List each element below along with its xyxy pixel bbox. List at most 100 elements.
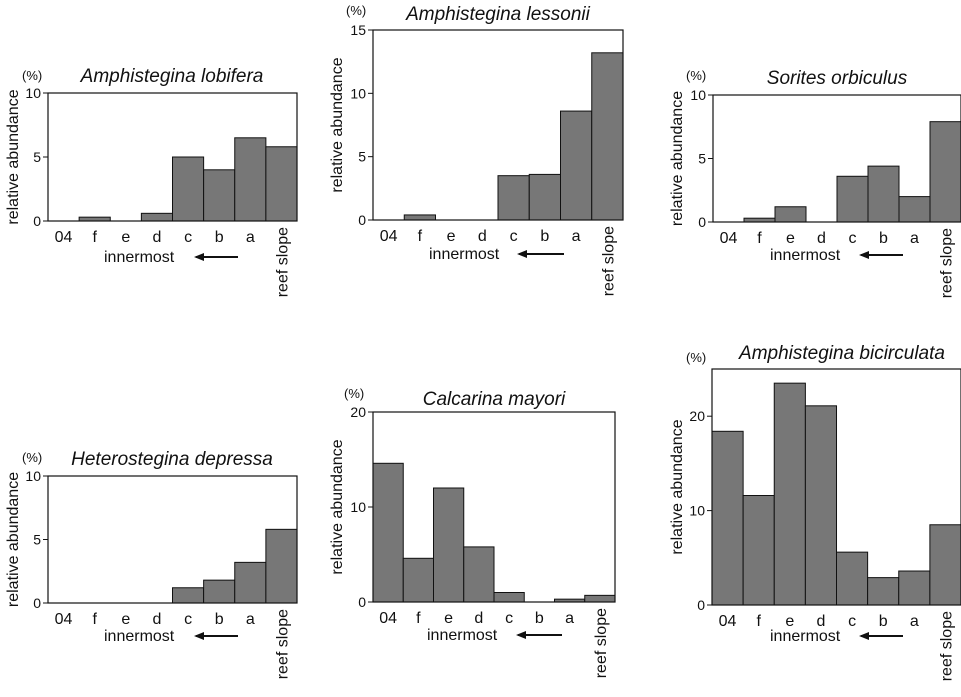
x-category-label: b bbox=[879, 613, 888, 630]
y-tick-label: 10 bbox=[25, 468, 41, 484]
bar-reef-slope bbox=[266, 147, 297, 221]
bar-reef-slope bbox=[266, 529, 297, 603]
x-category-label: reef slope bbox=[593, 608, 610, 678]
chart-panel-2: 0 5 10 15 04 f e d c b a reef slope Amphistegina les… bbox=[329, 3, 623, 296]
chart-title: Amphistegina lessonii bbox=[405, 4, 591, 25]
x-category-label: e bbox=[786, 230, 795, 247]
bar-d bbox=[805, 406, 836, 605]
x-category-label: f bbox=[756, 613, 761, 630]
y-tick-label: 0 bbox=[698, 214, 706, 230]
x-category-label: e bbox=[447, 228, 456, 245]
x-category-label: e bbox=[121, 229, 130, 246]
x-category-label: reef slope bbox=[939, 228, 956, 298]
chart-title: Amphistegina bicirculata bbox=[738, 343, 945, 364]
y-tick-label: 10 bbox=[350, 85, 366, 101]
y-tick-label: 5 bbox=[33, 532, 41, 548]
innermost-label: innermost bbox=[104, 249, 175, 266]
x-category-label: reef slope bbox=[938, 611, 955, 681]
x-category-label: d bbox=[152, 229, 161, 246]
chart-panel-4: 0 5 10 04 f e d c b a reef slope Heterostegina depr… bbox=[5, 449, 297, 679]
bar-a bbox=[235, 138, 266, 221]
x-category-label: c bbox=[510, 228, 518, 245]
chart-panel-6: 0 10 20 04 f e d c b a reef slope Amphistegina bici… bbox=[669, 343, 961, 681]
x-category-label: d bbox=[478, 228, 487, 245]
bar-d bbox=[141, 213, 172, 221]
x-category-label: b bbox=[215, 611, 224, 628]
unit-label: (%) bbox=[686, 350, 706, 365]
bar-e bbox=[774, 383, 805, 605]
y-tick-label: 5 bbox=[358, 149, 366, 165]
y-tick-label: 0 bbox=[358, 212, 366, 228]
x-category-label: b bbox=[879, 230, 888, 247]
x-category-label: reef slope bbox=[600, 226, 617, 296]
innermost-label: innermost bbox=[427, 627, 498, 644]
chart-panel-3: 051004 f e d c b a reef slopeSorites orbiculus(… bbox=[669, 68, 961, 298]
x-category-label: 04 bbox=[55, 611, 73, 628]
bar-reef-slope bbox=[592, 53, 623, 220]
x-category-label: c bbox=[848, 613, 856, 630]
y-tick-label: 20 bbox=[689, 408, 705, 424]
bar-f bbox=[404, 215, 435, 220]
x-category-label: c bbox=[184, 229, 192, 246]
x-category-label: b bbox=[535, 610, 544, 627]
y-axis-label: relative abundance bbox=[329, 57, 346, 192]
x-category-label: d bbox=[474, 610, 483, 627]
bar-b bbox=[204, 580, 235, 603]
unit-label: (%) bbox=[344, 386, 364, 401]
chart-panel-5: 0 10 20 04 f e d c b a reef slope Calcarina mayori (… bbox=[329, 386, 615, 678]
x-category-label: e bbox=[121, 611, 130, 628]
x-category-label: 04 bbox=[719, 613, 737, 630]
y-tick-label: 0 bbox=[358, 594, 366, 610]
bar-c bbox=[173, 588, 204, 603]
y-axis-label: relative abundance bbox=[329, 439, 346, 574]
innermost-label: innermost bbox=[770, 247, 841, 264]
x-category-label: a bbox=[565, 610, 574, 627]
x-category-label: d bbox=[817, 230, 826, 247]
x-category-label: f bbox=[418, 228, 423, 245]
x-category-label: e bbox=[444, 610, 453, 627]
innermost-label: innermost bbox=[770, 628, 841, 645]
unit-label: (%) bbox=[686, 68, 706, 83]
x-category-label: 04 bbox=[55, 229, 73, 246]
y-tick-label: 5 bbox=[698, 151, 706, 167]
y-tick-label: 10 bbox=[690, 87, 706, 103]
y-tick-label: 10 bbox=[350, 499, 366, 515]
y-tick-label: 10 bbox=[689, 503, 705, 519]
bar-reef-slope bbox=[930, 122, 961, 222]
bar-d bbox=[464, 547, 494, 602]
x-category-label: c bbox=[849, 230, 857, 247]
y-axis-label: relative abundance bbox=[669, 419, 686, 554]
bar-c bbox=[498, 176, 529, 220]
unit-label: (%) bbox=[346, 3, 366, 18]
unit-label: (%) bbox=[22, 450, 42, 465]
chart-title: Amphistegina lobifera bbox=[80, 66, 264, 87]
bar-04 bbox=[373, 463, 403, 602]
bar-b bbox=[529, 174, 560, 220]
x-category-label: reef slope bbox=[274, 227, 291, 297]
bar-f bbox=[743, 496, 774, 606]
x-category-label: d bbox=[152, 611, 161, 628]
x-category-label: 04 bbox=[720, 230, 738, 247]
bar-a bbox=[561, 111, 592, 220]
bar-c bbox=[173, 157, 204, 221]
x-category-label: a bbox=[572, 228, 581, 245]
x-category-label: c bbox=[184, 611, 192, 628]
x-category-label: f bbox=[757, 230, 762, 247]
x-category-label: 04 bbox=[379, 610, 397, 627]
x-category-label: f bbox=[92, 611, 97, 628]
chart-title: Sorites orbiculus bbox=[767, 68, 908, 89]
bar-c bbox=[494, 593, 524, 603]
y-tick-label: 5 bbox=[33, 149, 41, 165]
y-tick-label: 15 bbox=[350, 22, 366, 38]
x-category-label: f bbox=[92, 229, 97, 246]
bar-f bbox=[403, 558, 433, 602]
bar-a bbox=[235, 562, 266, 603]
bar-c bbox=[837, 176, 868, 222]
x-category-label: b bbox=[540, 228, 549, 245]
bar-c bbox=[837, 552, 868, 605]
bar-b bbox=[868, 166, 899, 222]
x-category-label: 04 bbox=[380, 228, 398, 245]
innermost-label: innermost bbox=[104, 628, 175, 645]
y-tick-label: 0 bbox=[697, 597, 705, 613]
